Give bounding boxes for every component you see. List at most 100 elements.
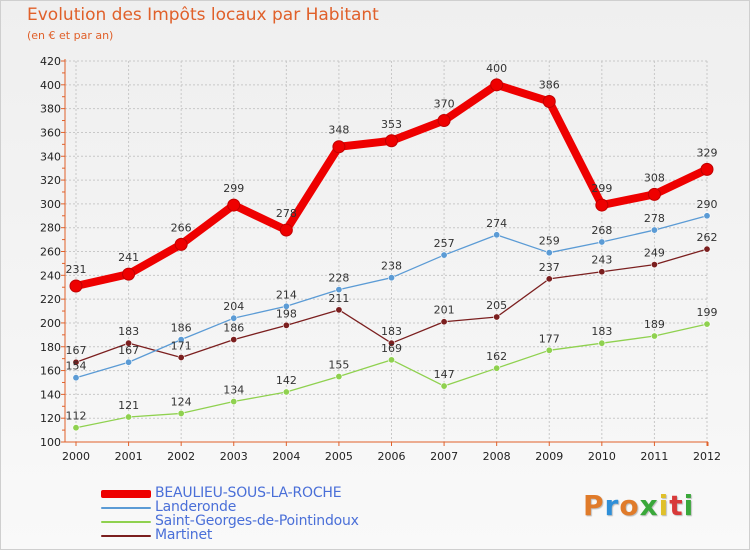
data-label: 167 xyxy=(66,344,87,357)
data-point xyxy=(440,251,448,259)
proxiti-logo: Proxiti xyxy=(583,489,694,522)
data-label: 249 xyxy=(644,247,665,260)
data-point xyxy=(177,353,185,361)
data-point xyxy=(440,382,448,390)
y-tick-label: 220 xyxy=(40,293,61,306)
data-point xyxy=(440,318,448,326)
data-point xyxy=(72,424,80,432)
x-tick-label: 2010 xyxy=(588,450,616,463)
data-point xyxy=(125,358,133,366)
data-point xyxy=(598,339,606,347)
legend-swatch xyxy=(101,521,151,523)
data-point xyxy=(72,358,80,366)
data-point xyxy=(493,313,501,321)
x-tick-label: 2007 xyxy=(430,450,458,463)
data-label: 278 xyxy=(644,212,665,225)
y-tick-label: 360 xyxy=(40,126,61,139)
data-label: 171 xyxy=(171,339,192,352)
data-label: 228 xyxy=(328,272,349,285)
data-label: 121 xyxy=(118,399,139,412)
brand-letter: t xyxy=(669,489,684,522)
data-label: 183 xyxy=(591,325,612,338)
legend-swatch xyxy=(101,490,151,498)
y-tick-label: 200 xyxy=(40,317,61,330)
data-point xyxy=(598,238,606,246)
data-label: 299 xyxy=(223,182,244,195)
data-label: 167 xyxy=(118,344,139,357)
data-point xyxy=(385,134,398,148)
y-tick-label: 240 xyxy=(40,269,61,282)
brand-letter: o xyxy=(619,489,640,522)
data-point xyxy=(69,279,83,293)
data-label: 290 xyxy=(697,198,718,211)
x-tick-label: 2000 xyxy=(62,450,90,463)
data-label: 257 xyxy=(434,237,455,250)
data-label: 329 xyxy=(697,146,718,159)
data-point xyxy=(72,374,80,382)
data-point xyxy=(387,274,395,282)
data-point xyxy=(230,398,238,406)
data-label: 155 xyxy=(328,359,349,372)
data-label: 142 xyxy=(276,374,297,387)
data-point xyxy=(282,302,290,310)
data-label: 124 xyxy=(171,395,192,408)
data-point xyxy=(279,223,293,237)
data-point xyxy=(647,187,661,201)
data-label: 199 xyxy=(697,306,718,319)
data-label: 266 xyxy=(171,221,192,234)
data-label: 400 xyxy=(486,62,507,75)
chart-subtitle: (en € et par an) xyxy=(27,29,114,42)
y-tick-label: 140 xyxy=(40,388,61,401)
data-label: 241 xyxy=(118,251,139,264)
legend-label: Martinet xyxy=(155,527,213,543)
data-point xyxy=(230,314,238,322)
legend-swatch xyxy=(101,535,151,537)
y-tick-label: 260 xyxy=(40,246,61,259)
x-tick-label: 2001 xyxy=(115,450,143,463)
data-point xyxy=(703,212,711,220)
data-point xyxy=(703,245,711,253)
data-label: 211 xyxy=(328,292,349,305)
data-label: 237 xyxy=(539,261,560,274)
x-tick-label: 2004 xyxy=(272,450,300,463)
data-point xyxy=(122,267,136,281)
data-label: 308 xyxy=(644,171,665,184)
data-point xyxy=(230,336,238,344)
data-point xyxy=(545,249,553,257)
y-tick-label: 340 xyxy=(40,150,61,163)
data-label: 147 xyxy=(434,368,455,381)
data-label: 201 xyxy=(434,304,455,317)
brand-letter: i xyxy=(658,489,670,522)
data-point xyxy=(335,373,343,381)
data-label: 243 xyxy=(591,254,612,267)
data-label: 189 xyxy=(644,318,665,331)
data-point xyxy=(542,94,556,108)
data-point xyxy=(545,275,553,283)
data-point xyxy=(650,261,658,269)
data-label: 169 xyxy=(381,342,402,355)
data-point xyxy=(703,320,711,328)
legend-label: Saint-Georges-de-Pointindoux xyxy=(155,513,359,529)
data-point xyxy=(332,140,346,154)
data-point xyxy=(595,198,609,212)
data-point xyxy=(125,339,133,347)
data-label: 299 xyxy=(591,182,612,195)
data-label: 205 xyxy=(486,299,507,312)
brand-letter: x xyxy=(639,489,659,522)
data-label: 162 xyxy=(486,350,507,363)
data-label: 348 xyxy=(328,124,349,137)
y-tick-label: 280 xyxy=(40,222,61,235)
brand-letter: r xyxy=(604,489,620,522)
data-label: 198 xyxy=(276,307,297,320)
data-label: 386 xyxy=(539,78,560,91)
data-point xyxy=(387,356,395,364)
data-label: 186 xyxy=(223,322,244,335)
y-tick-label: 400 xyxy=(40,79,61,92)
data-label: 183 xyxy=(118,325,139,338)
data-point xyxy=(177,336,185,344)
data-label: 177 xyxy=(539,332,560,345)
data-label: 274 xyxy=(486,217,507,230)
y-tick-label: 120 xyxy=(40,412,61,425)
legend-swatch xyxy=(101,507,151,509)
